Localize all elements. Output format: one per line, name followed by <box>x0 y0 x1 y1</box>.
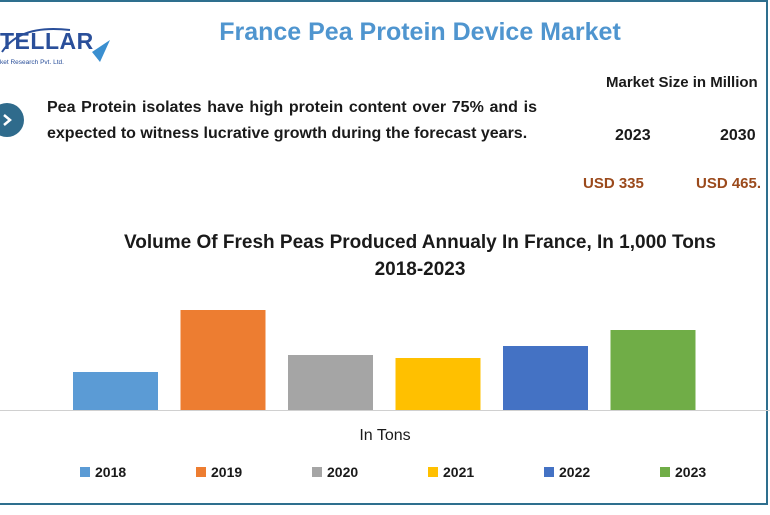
legend-swatch <box>80 467 90 477</box>
market-size-title: Market Size in Million <box>606 74 758 91</box>
legend-label: 2019 <box>211 464 243 480</box>
market-size-year-2023: 2023 <box>615 127 651 144</box>
legend-label: 2023 <box>675 464 707 480</box>
logo-wordmark: TELLAR <box>0 28 94 54</box>
legend-item-2019: 2019 <box>196 464 242 480</box>
x-axis-label: In Tons <box>359 427 411 444</box>
legend-swatch <box>428 467 438 477</box>
legend-label: 2022 <box>559 464 591 480</box>
logo-tagline: ket Research Pvt. Ltd. <box>0 59 64 66</box>
legend-label: 2018 <box>95 464 127 480</box>
legend-item-2023: 2023 <box>660 464 706 480</box>
market-size-value-2023: USD 335 <box>583 175 644 192</box>
legend-item-2022: 2022 <box>544 464 590 480</box>
bar-2023 <box>610 330 696 410</box>
chart-title-line-1: Volume Of Fresh Peas Produced Annualy In… <box>124 232 716 253</box>
legend-item-2020: 2020 <box>312 464 358 480</box>
legend-label: 2020 <box>327 464 359 480</box>
chart-title-line-2: 2018-2023 <box>374 259 466 280</box>
bar-2022 <box>503 346 588 410</box>
market-size-value-2030: USD 465. <box>696 175 762 192</box>
legend-item-2021: 2021 <box>428 464 474 480</box>
bar-2020 <box>288 355 373 410</box>
bullet-circle-icon <box>0 103 24 137</box>
page-frame <box>0 0 768 505</box>
legend-label: 2021 <box>443 464 475 480</box>
bar-2019 <box>180 310 266 410</box>
description-text: Pea Protein isolates have high protein c… <box>47 99 537 142</box>
chart-title: Volume Of Fresh Peas Produced Annualy In… <box>60 229 770 283</box>
legend-swatch <box>660 467 670 477</box>
stellar-logo: TELLAR ket Research Pvt. Ltd. <box>0 22 120 77</box>
bar-2018 <box>73 372 158 410</box>
legend-swatch <box>196 467 206 477</box>
legend-item-2018: 2018 <box>80 464 126 480</box>
market-size-year-2030: 2030 <box>720 127 756 144</box>
legend-swatch <box>312 467 322 477</box>
chart-legend: 2018 2019 2020 2021 2022 2023 <box>0 464 770 486</box>
page-title: France Pea Protein Device Market <box>219 18 621 46</box>
bar-chart <box>0 310 770 411</box>
legend-swatch <box>544 467 554 477</box>
logo-swoosh-icon <box>1 28 110 62</box>
bar-2021 <box>395 358 481 410</box>
